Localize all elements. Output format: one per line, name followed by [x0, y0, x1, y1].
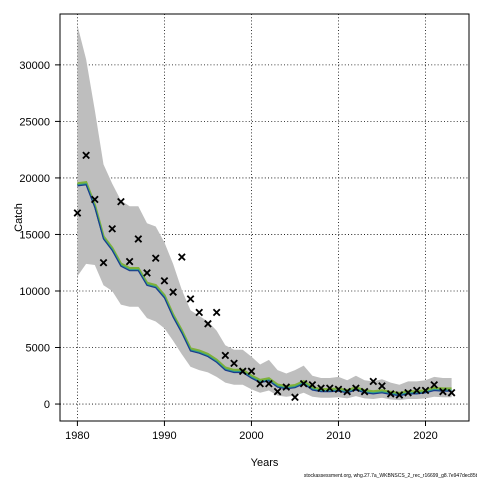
y-tick-label: 10000	[19, 286, 50, 298]
observed-point	[325, 384, 334, 393]
observed-point	[273, 387, 282, 396]
y-axis: 0 5000 10000 15000 20000 25000 30000	[19, 60, 60, 411]
observed-point	[378, 382, 386, 390]
observed-point	[73, 209, 82, 217]
observed-point	[108, 224, 117, 233]
y-tick-label: 30000	[19, 60, 50, 72]
y-axis-label: Catch	[13, 203, 25, 232]
y-tick-label: 5000	[26, 343, 50, 355]
y-tick-label: 15000	[19, 229, 50, 241]
observed-point	[386, 390, 395, 398]
x-tick-label: 1990	[152, 430, 176, 442]
observed-point	[412, 386, 421, 395]
x-tick-label: 1980	[65, 430, 89, 442]
observed-point	[160, 276, 169, 285]
x-tick-label: 2020	[413, 430, 437, 442]
observed-point	[317, 384, 325, 393]
observed-points	[73, 151, 456, 402]
observed-point	[247, 367, 256, 376]
observed-point	[343, 387, 352, 396]
observed-point	[430, 380, 439, 389]
observed-point	[221, 351, 230, 360]
observed-point	[404, 388, 412, 397]
observed-point	[82, 151, 90, 160]
footer-note: stockassessment.org, whg.27.7a_WKBNSCS_2…	[304, 473, 478, 479]
confidence-band	[77, 25, 452, 401]
observed-point	[169, 288, 177, 296]
y-tick-label: 25000	[19, 116, 50, 128]
observed-point	[99, 258, 108, 267]
observed-point	[291, 393, 299, 402]
y-tick-label: 20000	[19, 173, 50, 185]
observed-point	[134, 235, 143, 243]
observed-point	[369, 377, 378, 386]
observed-point	[439, 387, 447, 396]
observed-point	[299, 379, 308, 388]
observed-point	[117, 197, 125, 206]
x-tick-label: 2010	[326, 430, 350, 442]
observed-point	[90, 195, 99, 204]
observed-point	[151, 254, 160, 263]
observed-point	[186, 295, 195, 303]
observed-point	[447, 388, 456, 397]
x-axis: 1980 1990 2000 2010 2020	[65, 421, 438, 442]
observed-point	[177, 253, 186, 261]
plot-frame	[59, 13, 470, 422]
y-tick-label: 0	[44, 399, 50, 411]
observed-point	[282, 383, 291, 391]
observed-point	[352, 384, 360, 393]
observed-point	[308, 380, 317, 389]
observed-point	[230, 359, 238, 368]
observed-point	[238, 367, 247, 376]
observed-point	[195, 308, 204, 317]
observed-point	[143, 269, 151, 277]
x-axis-label: Years	[251, 457, 279, 469]
observed-point	[204, 319, 212, 328]
observed-point	[256, 379, 264, 388]
x-tick-label: 2000	[239, 430, 263, 442]
observed-point	[360, 387, 369, 396]
observed-point	[125, 257, 134, 266]
observed-point	[265, 379, 273, 388]
observed-point	[395, 391, 404, 399]
observed-point	[421, 386, 430, 395]
observed-point	[212, 308, 221, 317]
observed-point	[334, 385, 343, 394]
